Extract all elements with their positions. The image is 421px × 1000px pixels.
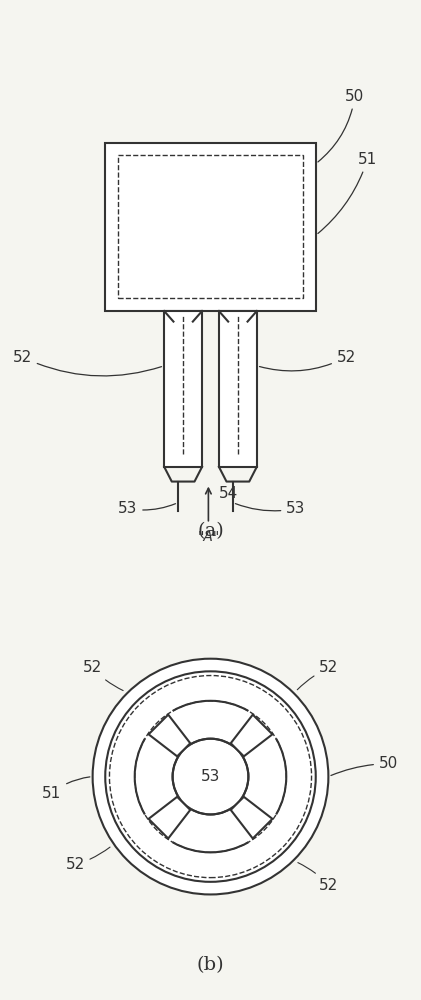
Text: 52: 52: [259, 350, 356, 371]
Text: "A": "A": [197, 530, 219, 544]
Text: 52: 52: [65, 847, 110, 872]
Text: (a): (a): [197, 522, 224, 540]
Text: 50: 50: [318, 89, 365, 162]
Text: 50: 50: [331, 756, 398, 775]
Polygon shape: [149, 797, 190, 838]
Text: 54: 54: [219, 486, 238, 501]
Circle shape: [105, 671, 316, 882]
Polygon shape: [231, 797, 272, 838]
Bar: [118, 155, 303, 298]
Polygon shape: [149, 715, 190, 756]
Text: (b): (b): [197, 956, 224, 974]
Bar: [219, 311, 257, 467]
Text: 51: 51: [318, 152, 377, 234]
Polygon shape: [231, 715, 272, 756]
Text: 53: 53: [235, 501, 306, 516]
Text: 53: 53: [118, 501, 176, 516]
Bar: [105, 143, 316, 311]
Text: 52: 52: [298, 863, 338, 893]
Text: 52: 52: [83, 660, 123, 691]
Circle shape: [173, 739, 248, 814]
Text: 53: 53: [201, 769, 220, 784]
Text: 52: 52: [13, 350, 162, 376]
Circle shape: [93, 659, 328, 894]
Text: 51: 51: [42, 777, 90, 801]
Bar: [164, 311, 202, 467]
Text: 52: 52: [297, 660, 338, 690]
